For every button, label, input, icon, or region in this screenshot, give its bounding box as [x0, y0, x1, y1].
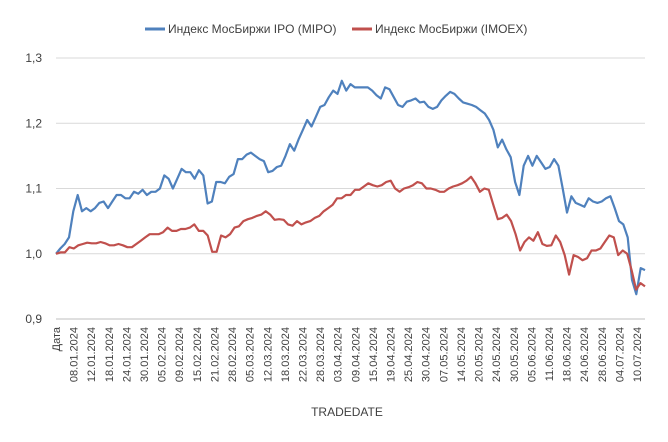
legend-label-mipo: Индекс МосБиржи IPO (MIPO) [168, 22, 336, 36]
x-tick-label: 05.02.2024 [157, 327, 169, 382]
x-tick-label: 24.01.2024 [121, 327, 133, 382]
x-tick-label: 10.07.2024 [632, 327, 644, 382]
x-tick-label: 25.04.2024 [403, 327, 415, 382]
x-tick-label: 22.03.2024 [297, 327, 309, 382]
x-tick-label: 24.06.2024 [579, 327, 591, 382]
x-tick-label: 07.05.2024 [438, 327, 450, 382]
x-tick-label: 30.04.2024 [421, 327, 433, 382]
x-tick-label: 28.03.2024 [315, 327, 327, 382]
y-tick-label: 1,2 [25, 116, 42, 130]
x-tick-label: 20.05.2024 [474, 327, 486, 382]
x-tick-label: 18.01.2024 [104, 327, 116, 382]
y-tick-label: 1,3 [25, 51, 42, 65]
y-axis-ticks: 0,9 1,0 1,1 1,2 1,3 [25, 51, 42, 326]
gridlines [56, 57, 645, 320]
x-tick-label: 28.02.2024 [227, 327, 239, 382]
x-tick-label: 12.01.2024 [86, 327, 98, 382]
legend-label-imoex: Индекс МосБиржи (IMOEX) [375, 22, 527, 36]
x-tick-label: 15.02.2024 [192, 327, 204, 382]
x-tick-label: 12.03.2024 [262, 327, 274, 382]
x-tick-label: 19.04.2024 [386, 327, 398, 382]
x-tick-label: 15.04.2024 [368, 327, 380, 382]
x-tick-label: 09.04.2024 [350, 327, 362, 382]
x-tick-label: 28.06.2024 [597, 327, 609, 382]
x-tick-label: 24.05.2024 [491, 327, 503, 382]
x-tick-label: 05.03.2024 [245, 327, 257, 382]
x-tick-label: 11.06.2024 [544, 327, 556, 381]
x-tick-label: 30.05.2024 [509, 327, 521, 382]
x-category-label: Дата [51, 326, 63, 351]
x-axis-ticks: Дата 08.01.2024 12.01.2024 18.01.2024 24.01.… [51, 326, 644, 382]
x-tick-label: 04.07.2024 [614, 327, 626, 382]
x-tick-label: 30.01.2024 [139, 327, 151, 382]
x-tick-label: 21.02.2024 [209, 327, 221, 382]
x-tick-label: 08.01.2024 [69, 327, 81, 382]
series-line-imoex [55, 175, 646, 291]
x-tick-label: 18.06.2024 [562, 327, 574, 382]
series-line-mipo [55, 79, 646, 296]
legend: Индекс МосБиржи IPO (MIPO) Индекс МосБир… [145, 22, 527, 36]
x-tick-label: 03.04.2024 [333, 327, 345, 382]
x-tick-label: 14.05.2024 [456, 327, 468, 382]
x-tick-label: 09.02.2024 [174, 327, 186, 382]
x-tick-label: 18.03.2024 [280, 327, 292, 382]
y-tick-label: 1,1 [25, 182, 42, 196]
series-lines [55, 79, 646, 296]
y-tick-label: 0,9 [25, 312, 42, 326]
x-tick-label: 05.06.2024 [526, 327, 538, 382]
y-tick-label: 1,0 [25, 247, 42, 261]
x-axis-title: TRADEDATE [311, 405, 383, 419]
